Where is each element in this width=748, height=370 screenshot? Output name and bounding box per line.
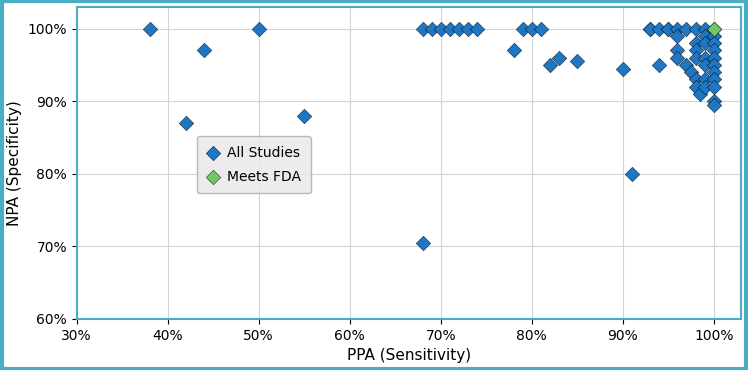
All Studies [571,58,583,64]
All Studies [699,26,711,32]
All Studies [708,33,720,39]
All Studies [708,69,720,75]
All Studies [708,47,720,53]
All Studies [681,62,693,68]
All Studies [653,62,665,68]
All Studies [690,40,702,46]
Y-axis label: NPA (Specificity): NPA (Specificity) [7,100,22,226]
All Studies [253,26,265,32]
All Studies [644,26,656,32]
All Studies [417,240,429,246]
All Studies [617,65,629,71]
All Studies [708,40,720,46]
All Studies [708,98,720,104]
All Studies [198,47,210,53]
X-axis label: PPA (Sensitivity): PPA (Sensitivity) [347,348,471,363]
All Studies [526,26,538,32]
All Studies [681,26,693,32]
All Studies [708,26,720,32]
All Studies [672,47,684,53]
All Studies [685,69,697,75]
All Studies [535,26,547,32]
All Studies [544,62,556,68]
All Studies [708,55,720,61]
All Studies [517,26,529,32]
All Studies [444,26,456,32]
All Studies [462,26,474,32]
All Studies [690,47,702,53]
All Studies [298,113,310,119]
All Studies [690,84,702,90]
Meets FDA [708,26,720,32]
All Studies [144,26,156,32]
All Studies [708,84,720,90]
All Studies [694,91,706,97]
All Studies [672,55,684,61]
All Studies [626,171,638,177]
All Studies [690,77,702,83]
All Studies [699,33,711,39]
All Studies [708,62,720,68]
All Studies [699,40,711,46]
All Studies [417,26,429,32]
All Studies [699,77,711,83]
All Studies [708,77,720,83]
All Studies [426,26,438,32]
All Studies [672,26,684,32]
All Studies [435,26,447,32]
All Studies [699,84,711,90]
All Studies [708,102,720,108]
All Studies [690,55,702,61]
All Studies [662,26,674,32]
All Studies [453,26,465,32]
All Studies [471,26,483,32]
All Studies [653,26,665,32]
All Studies [644,26,656,32]
All Studies [699,62,711,68]
All Studies [662,26,674,32]
All Studies [508,47,520,53]
All Studies [690,26,702,32]
All Studies [672,33,684,39]
Legend: All Studies, Meets FDA: All Studies, Meets FDA [197,136,311,194]
All Studies [553,55,565,61]
All Studies [180,120,192,126]
All Studies [699,55,711,61]
